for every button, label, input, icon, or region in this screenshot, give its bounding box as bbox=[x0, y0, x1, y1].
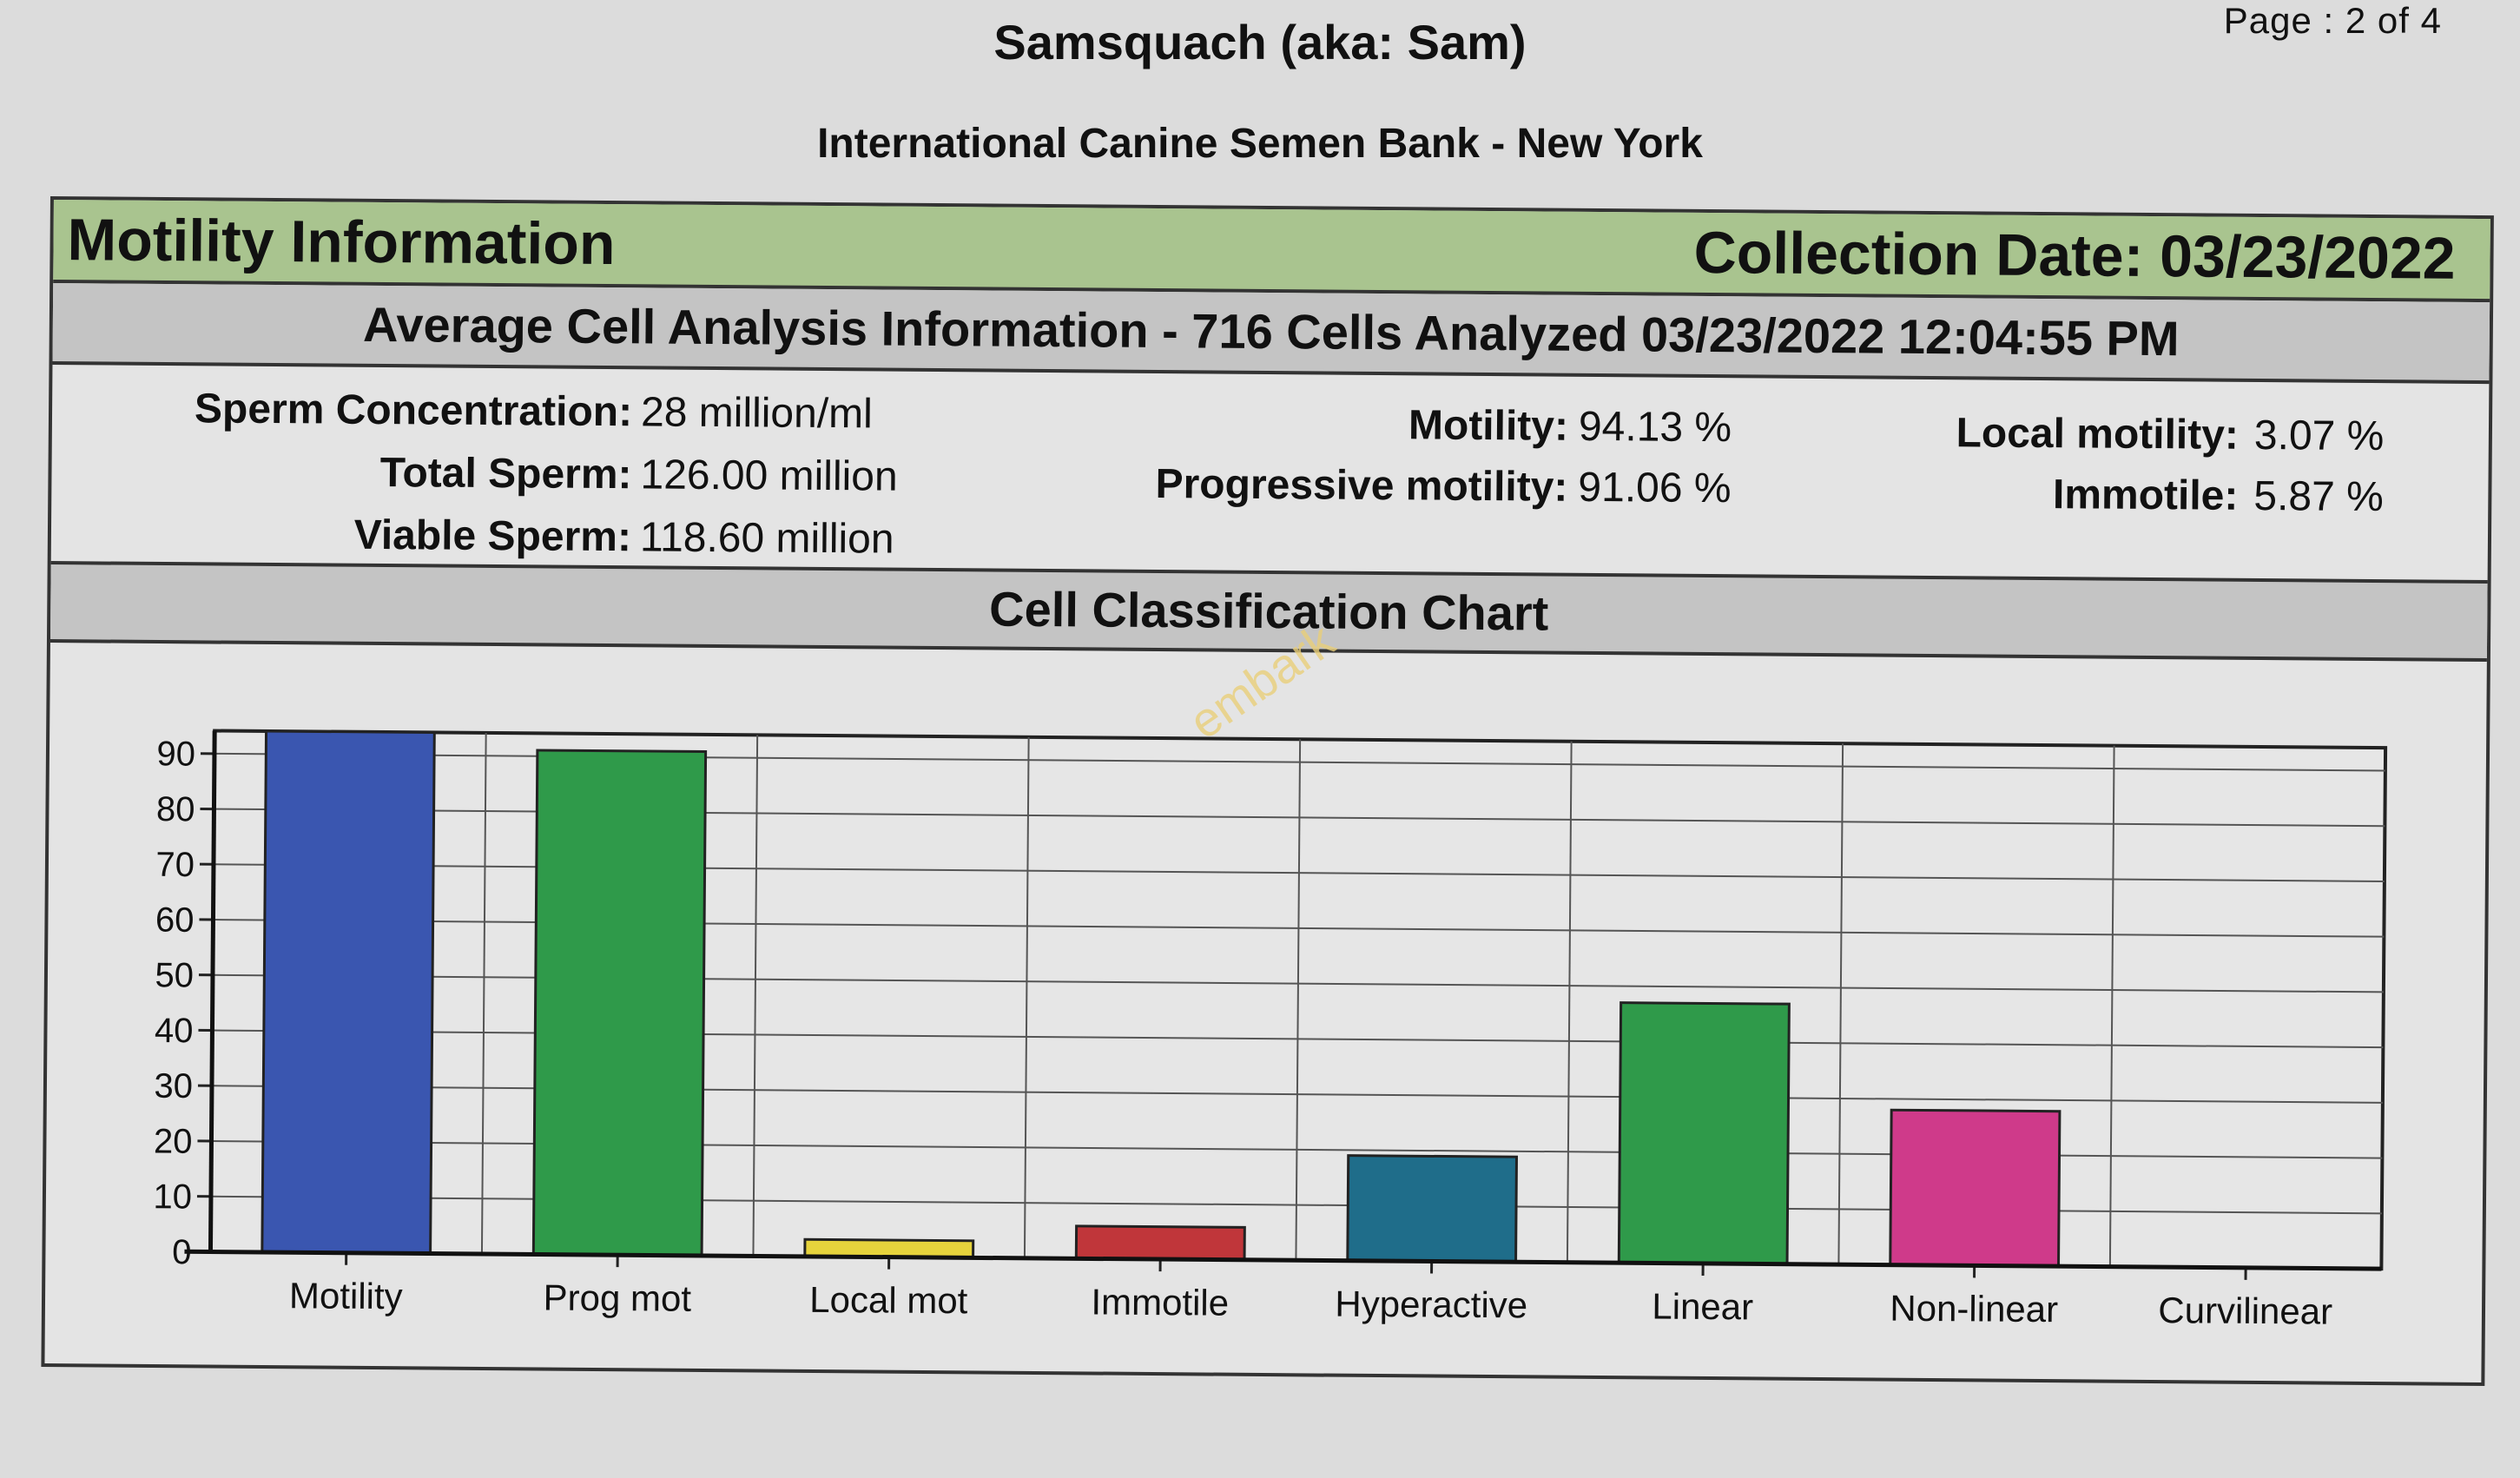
y-tick-label: 30 bbox=[154, 1067, 193, 1105]
stat-local-value: 3.07 % bbox=[2253, 412, 2385, 460]
stat-local-label: Local motility: bbox=[1956, 410, 2240, 459]
bar-hyperactive bbox=[1346, 1154, 1519, 1264]
y-tick-label: 80 bbox=[156, 790, 195, 828]
stat-viable-value: 118.60 million bbox=[639, 514, 894, 563]
stat-immotile-value: 5.87 % bbox=[2253, 472, 2385, 521]
stat-immotile-label: Immotile: bbox=[2052, 472, 2239, 519]
grid-line-vertical bbox=[1295, 739, 1302, 1261]
report-panel: Motility Information Collection Date: 03… bbox=[41, 196, 2494, 1387]
x-tick-label: Motility bbox=[289, 1275, 403, 1316]
collection-date: Collection Date: 03/23/2022 bbox=[1693, 219, 2456, 292]
x-tick-label: Prog mot bbox=[543, 1277, 691, 1318]
stat-progressive-label: Progressive motility: bbox=[1155, 461, 1568, 511]
grid-line-vertical bbox=[1566, 741, 1573, 1263]
stat-concentration-value: 28 million/ml bbox=[640, 389, 874, 438]
x-tick-label: Non-linear bbox=[1890, 1288, 2058, 1330]
stat-total-label: Total Sperm: bbox=[379, 449, 632, 498]
page-label: Page : bbox=[2223, 0, 2335, 41]
chart-area: embark 0 10 20 30 40 50 60 70 80 90 Motility Prog m… bbox=[44, 612, 2486, 1382]
x-tick-label: Linear bbox=[1652, 1286, 1753, 1328]
y-tick-label: 70 bbox=[155, 846, 195, 884]
stat-total-value: 126.00 million bbox=[640, 452, 898, 500]
page-number: Page : 2 of 4 bbox=[2224, 0, 2442, 42]
stat-concentration: Sperm Concentration: bbox=[195, 385, 632, 436]
document-title: Samsquach (aka: Sam) bbox=[993, 15, 1527, 69]
bar-motility bbox=[261, 729, 436, 1255]
grid-line-vertical bbox=[752, 735, 759, 1257]
stat-viable: Viable Sperm: bbox=[353, 511, 631, 562]
page-value: 2 of 4 bbox=[2345, 0, 2442, 41]
cell-classification-chart: 0 10 20 30 40 50 60 70 80 90 Motility Prog mot Local… bbox=[153, 729, 2388, 1332]
stat-progressive-value: 91.06 % bbox=[1578, 464, 1732, 512]
stat-motility-label: Motility: bbox=[1408, 402, 1569, 450]
stat-progressive: Progressive motility: bbox=[1155, 460, 1567, 511]
stats-block: Sperm Concentration: 28 million/ml Total… bbox=[50, 365, 2490, 584]
grid-line-vertical bbox=[1023, 736, 1030, 1258]
stat-immotile: Immotile: bbox=[2053, 471, 2239, 520]
bar-prog-mot bbox=[531, 749, 708, 1257]
grid-line-vertical bbox=[480, 732, 487, 1254]
y-axis-line bbox=[208, 730, 217, 1252]
y-tick-label: 60 bbox=[155, 901, 195, 940]
x-tick-label: Hyperactive bbox=[1335, 1283, 1527, 1326]
section-heading: Motility Information bbox=[67, 207, 616, 278]
y-tick-label: 50 bbox=[155, 956, 194, 994]
bar-immotile bbox=[1074, 1224, 1246, 1262]
grid-line-vertical bbox=[1837, 743, 1844, 1265]
x-tick-label: Immotile bbox=[1091, 1281, 1229, 1323]
stat-motility-value: 94.13 % bbox=[1578, 403, 1732, 452]
bar-non-linear bbox=[1889, 1108, 2062, 1268]
y-tick-label: 20 bbox=[154, 1122, 193, 1160]
y-tick-label: 90 bbox=[156, 735, 195, 773]
x-tick-label: Curvilinear bbox=[2158, 1290, 2332, 1332]
document-subtitle: International Canine Semen Bank - New Yo… bbox=[817, 121, 1703, 167]
stat-local: Local motility: bbox=[1956, 409, 2239, 459]
y-tick-label: 10 bbox=[153, 1178, 192, 1216]
bar-linear bbox=[1617, 1001, 1791, 1266]
x-tick-label: Local mot bbox=[809, 1279, 968, 1321]
stat-total: Total Sperm: bbox=[379, 449, 631, 498]
grid-line-vertical bbox=[2108, 745, 2115, 1267]
stat-motility: Motility: bbox=[1408, 401, 1568, 450]
x-axis-line bbox=[184, 1249, 2382, 1271]
y-tick-label: 0 bbox=[172, 1233, 192, 1271]
y-tick-label: 40 bbox=[155, 1012, 194, 1050]
stat-concentration-label: Sperm Concentration: bbox=[194, 386, 633, 436]
stat-viable-label: Viable Sperm: bbox=[353, 511, 632, 561]
